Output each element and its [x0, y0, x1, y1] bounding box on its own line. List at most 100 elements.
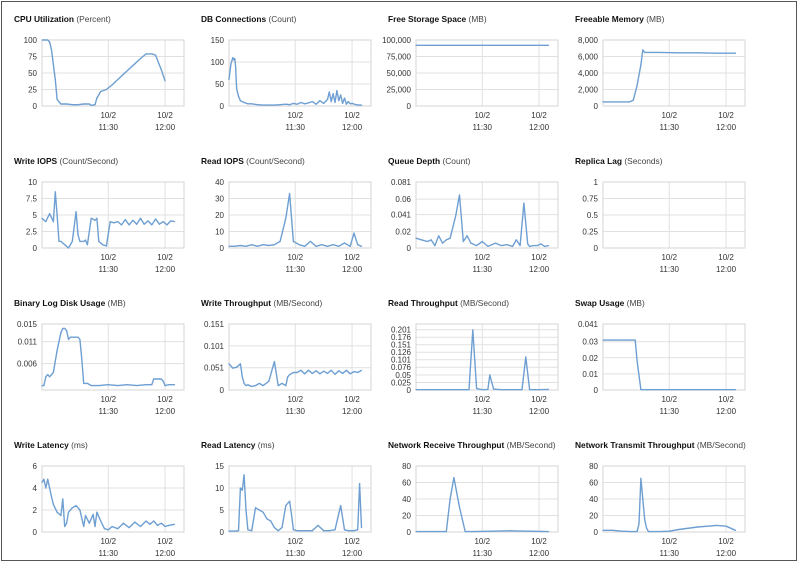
- data-point: [500, 244, 502, 247]
- data-point: [279, 104, 281, 106]
- data-point: [273, 360, 276, 363]
- data-point: [529, 245, 531, 247]
- metric-panel[interactable]: Free Storage Space (MB) 0 25,000 50,000 75,0…: [382, 14, 568, 144]
- y-tick-label: 15: [215, 462, 224, 471]
- data-point: [309, 240, 312, 242]
- data-point: [84, 239, 87, 241]
- data-point: [458, 194, 461, 196]
- metric-panel[interactable]: Freeable Memory (MB) 0 2,000 4,000 6,000 8,00…: [575, 14, 755, 144]
- data-point: [251, 530, 253, 532]
- data-point: [234, 245, 236, 247]
- data-point: [640, 477, 642, 479]
- metric-panel[interactable]: Network Transmit Throughput (MB/Second) 0…: [575, 440, 755, 570]
- chart-plot: 0.006 0.011 0.015 10/2 11:30 10/2 12:00: [17, 320, 185, 416]
- data-point: [481, 389, 483, 391]
- data-point: [234, 530, 236, 532]
- x-tick-date: 10/2: [718, 395, 734, 404]
- data-point: [323, 370, 325, 372]
- data-point: [326, 98, 329, 100]
- data-point: [338, 245, 340, 247]
- y-tick-label: 0.006: [17, 360, 38, 369]
- chart-title: Write IOPS (Count/Second): [14, 156, 118, 166]
- metric-panel[interactable]: Write Throughput (MB/Second) 0 0.051 0.101 0…: [201, 298, 381, 428]
- data-point: [139, 525, 142, 528]
- chart-title: Network Transmit Throughput (MB/Second): [575, 440, 746, 450]
- data-point: [304, 373, 306, 375]
- metric-panel[interactable]: Read Latency (ms) 0 5 10 15 10/2 11:30 10/2 12:0…: [201, 440, 381, 570]
- data-point: [48, 41, 51, 43]
- x-tick-date: 10/2: [531, 111, 547, 120]
- metric-panel[interactable]: Write Latency (ms) 0 2 4 6 10/2 11:30 10/2 12:00: [14, 440, 194, 570]
- metric-panel[interactable]: Queue Depth (Count) 0 0.02 0.041 0.06 0.081 10…: [388, 156, 568, 286]
- metric-panel[interactable]: CPU Utilization (Percent) 0 25 50 75 100 10/2 1…: [14, 14, 194, 144]
- data-point: [547, 388, 550, 390]
- x-tick-time: 11:30: [473, 265, 493, 274]
- data-point: [83, 525, 85, 528]
- data-point: [158, 223, 160, 225]
- y-tick-label: 0.041: [391, 211, 412, 220]
- metric-panel[interactable]: Swap Usage (MB) 0 0.01 0.02 0.03 0.041 10/2 11:…: [575, 298, 755, 428]
- data-point: [415, 237, 417, 239]
- data-point: [321, 244, 323, 246]
- x-tick-time: 12:00: [155, 549, 176, 558]
- data-point: [173, 523, 176, 525]
- data-point: [315, 370, 317, 372]
- chart-title-unit: (Count/Second): [57, 156, 119, 166]
- data-point: [173, 384, 176, 386]
- data-point: [421, 239, 423, 241]
- chart-title-name: Write Latency: [14, 440, 69, 450]
- data-point: [317, 524, 319, 526]
- data-point: [56, 349, 58, 351]
- chart-title-name: Free Storage Space: [388, 14, 467, 24]
- data-point: [145, 384, 147, 386]
- data-point: [241, 489, 243, 491]
- series-line: [229, 192, 362, 248]
- x-tick-date: 10/2: [531, 253, 547, 262]
- data-point: [360, 369, 363, 371]
- series-line: [42, 39, 166, 107]
- y-tick-label: 2.5: [26, 228, 38, 237]
- data-point: [464, 530, 466, 533]
- metric-panel[interactable]: Replica Lag (Seconds) 0 0.25 0.5 0.75 1 10/2 11…: [575, 156, 755, 286]
- data-point: [107, 529, 109, 531]
- data-point: [345, 103, 347, 105]
- data-point: [311, 530, 313, 532]
- metric-panel[interactable]: Read IOPS (Count/Second) 0 10 20 30 40 10/2 11:…: [201, 156, 381, 286]
- x-tick-date: 10/2: [474, 253, 490, 262]
- data-point: [134, 521, 136, 523]
- plot-border: [228, 39, 372, 107]
- x-tick-time: 11:30: [99, 123, 119, 132]
- y-tick-label: 100: [211, 58, 225, 67]
- x-tick-time: 12:00: [529, 407, 550, 416]
- chart-title-unit: (MB): [643, 14, 665, 24]
- data-point: [640, 389, 642, 391]
- metric-panel[interactable]: Binary Log Disk Usage (MB) 0.006 0.011 0.01…: [14, 298, 194, 428]
- y-tick-label: 0: [594, 528, 599, 537]
- data-point: [256, 104, 258, 106]
- data-point: [128, 527, 130, 529]
- data-point: [168, 524, 170, 526]
- data-point: [355, 104, 357, 106]
- data-point: [237, 95, 240, 97]
- data-point: [67, 247, 70, 249]
- data-point: [279, 240, 281, 242]
- chart-title: Write Latency (ms): [14, 440, 88, 450]
- data-point: [292, 240, 294, 242]
- x-tick-time: 12:00: [342, 265, 363, 274]
- y-tick-label: 0: [594, 102, 599, 111]
- metric-panel[interactable]: Network Receive Throughput (MB/Second) 0 2…: [388, 440, 568, 570]
- data-point: [334, 373, 336, 375]
- metric-panel[interactable]: Read Throughput (MB/Second) 0 0.025 0.05 0.0…: [388, 298, 568, 428]
- data-point: [529, 389, 531, 391]
- data-point: [659, 389, 661, 391]
- data-point: [98, 240, 100, 242]
- metric-panel[interactable]: DB Connections (Count) 0 50 100 150 10/2 11:30…: [201, 14, 381, 144]
- data-point: [292, 371, 294, 374]
- data-point: [510, 530, 512, 532]
- metric-panel[interactable]: Write IOPS (Count/Second) 0 2.5 5 7.5 10 10/2 1…: [14, 156, 194, 286]
- data-point: [60, 332, 62, 334]
- y-tick-label: 0.015: [17, 320, 38, 329]
- data-point: [319, 373, 321, 375]
- data-point: [360, 104, 363, 106]
- data-point: [716, 52, 718, 54]
